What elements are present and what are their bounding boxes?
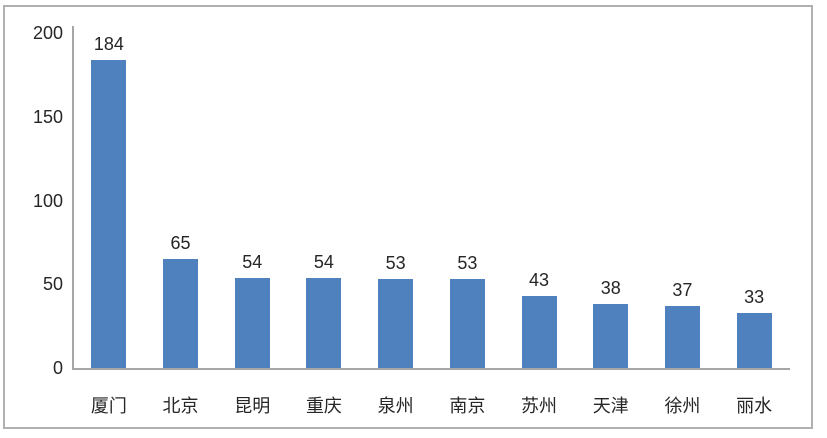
bar-value-label: 184 [93,33,124,54]
bar-value-label: 38 [600,278,621,299]
y-tick-label: 100 [32,190,63,211]
bar-value-label: 37 [672,280,693,301]
bar [378,279,414,368]
bar [91,59,127,368]
bar [521,295,557,368]
bar [593,304,629,368]
bar [234,277,270,368]
y-tick-label: 150 [32,106,63,127]
bar-value-label: 43 [529,269,550,290]
x-axis-line [72,368,790,370]
x-tick-label: 昆明 [234,396,271,416]
x-tick-label: 泉州 [377,396,414,416]
y-tick-label: 0 [52,358,63,378]
bar-value-label: 33 [744,286,765,307]
x-tick-label: 南京 [449,396,486,416]
x-tick-label: 徐州 [664,396,701,416]
x-tick-label: 北京 [162,396,199,416]
bar [449,279,485,368]
bar-value-label: 54 [242,251,263,272]
bar-value-label: 54 [313,251,334,272]
x-tick-label: 厦门 [90,396,127,416]
bar [664,306,700,368]
x-tick-label: 天津 [592,396,629,416]
y-tick-label: 200 [32,23,63,43]
bar-value-label: 53 [457,253,478,274]
x-tick-label: 重庆 [305,396,342,416]
bar-value-label: 53 [385,253,406,274]
x-tick-label: 苏州 [521,396,558,416]
bar [163,259,199,368]
y-axis-line [72,26,74,370]
x-tick-label: 丽水 [736,396,773,416]
bar [736,312,772,368]
y-tick-label: 50 [42,274,63,295]
bar-value-label: 65 [170,233,191,254]
bar [306,277,342,368]
